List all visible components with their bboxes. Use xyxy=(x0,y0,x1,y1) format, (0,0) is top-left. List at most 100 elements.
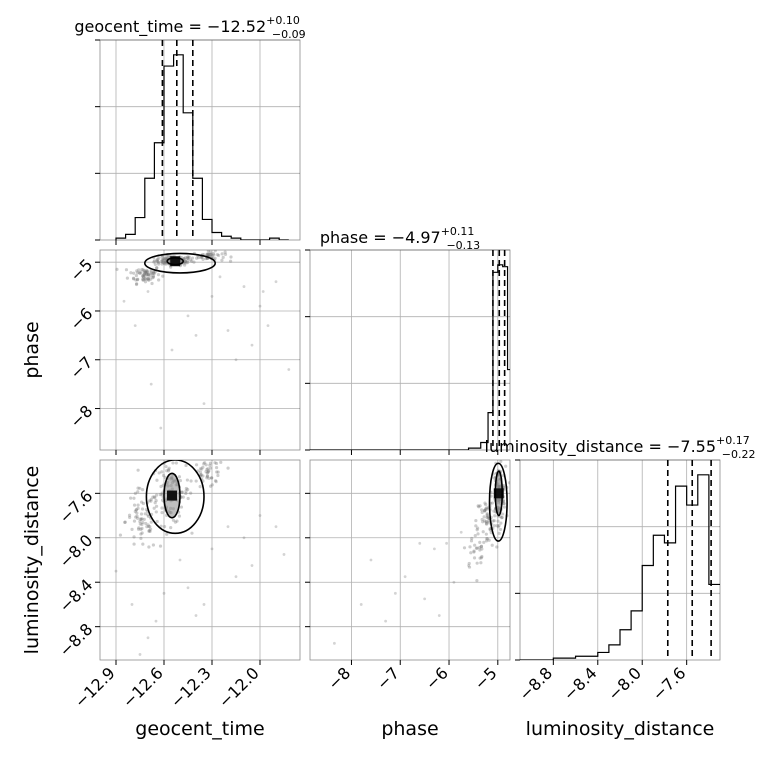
y-tick-label-phase: −7 xyxy=(66,353,96,383)
sample-point xyxy=(142,268,146,273)
sample-point xyxy=(134,274,138,278)
sample-point xyxy=(205,252,210,256)
sample-point xyxy=(144,271,148,275)
sample-point xyxy=(183,260,187,264)
sample-point xyxy=(157,278,161,282)
sample-point xyxy=(151,274,156,278)
sample-point xyxy=(133,509,137,514)
sample-point xyxy=(217,460,218,461)
sample-point xyxy=(155,258,159,262)
sample-point xyxy=(136,503,140,507)
sample-point xyxy=(184,463,188,468)
sample-point xyxy=(181,495,185,499)
sample-point xyxy=(403,575,407,579)
sample-point xyxy=(136,277,140,281)
sample-point xyxy=(184,491,188,496)
sample-point xyxy=(177,475,182,479)
sample-point xyxy=(115,267,119,271)
sample-point xyxy=(198,467,203,471)
sample-point xyxy=(151,276,155,280)
sample-point xyxy=(161,260,165,265)
sample-point xyxy=(484,507,489,511)
sample-point xyxy=(472,550,476,554)
sample-point xyxy=(486,514,490,518)
sample-point xyxy=(141,275,145,279)
histogram-geocent-time xyxy=(115,54,289,240)
sample-point xyxy=(483,501,487,505)
sample-point xyxy=(497,524,501,528)
titles: geocent_time = −12.52+0.10 −0.09 phase = … xyxy=(74,14,755,461)
sample-point xyxy=(134,508,138,512)
panel-phase xyxy=(305,249,511,455)
sample-point xyxy=(485,512,489,516)
sample-point xyxy=(138,486,142,490)
panel-content xyxy=(115,40,289,240)
sample-point xyxy=(184,486,188,491)
sample-point xyxy=(209,252,213,256)
contour xyxy=(488,462,508,542)
sample-point xyxy=(136,527,141,531)
sample-point xyxy=(143,274,147,278)
sample-point xyxy=(189,479,193,483)
sample-point xyxy=(148,524,152,529)
sample-point xyxy=(153,496,157,500)
sample-point xyxy=(210,547,214,551)
sample-point xyxy=(215,470,219,474)
sample-point xyxy=(205,471,209,475)
x-tick-label-geocent-time: −12.3 xyxy=(167,663,215,711)
y-tick-label-luminosity-distance: −8.8 xyxy=(55,620,96,661)
sample-point xyxy=(152,260,156,264)
sample-point xyxy=(477,505,481,509)
sample-point xyxy=(474,546,479,550)
sample-point xyxy=(178,558,182,562)
sample-point xyxy=(160,493,164,497)
sample-point xyxy=(142,272,147,276)
sample-point xyxy=(495,524,499,528)
ylabel-phase: phase xyxy=(21,321,43,378)
xlabel-luminosity-distance: luminosity_distance xyxy=(526,718,715,740)
sample-point xyxy=(156,273,161,277)
sample-point xyxy=(445,541,448,545)
sample-point xyxy=(216,470,220,474)
sample-point xyxy=(162,524,167,529)
sample-point xyxy=(475,578,479,583)
sample-point xyxy=(213,479,218,483)
sample-point xyxy=(467,564,470,567)
sample-point xyxy=(184,259,188,264)
sample-point xyxy=(133,324,137,328)
sample-point xyxy=(475,546,479,550)
sample-point xyxy=(143,270,147,274)
sample-point xyxy=(160,510,164,515)
sample-point xyxy=(228,259,233,263)
sample-point xyxy=(478,504,482,508)
sample-point xyxy=(496,525,500,529)
panel-geocent-time xyxy=(95,39,301,245)
sample-point xyxy=(226,329,230,332)
sample-point xyxy=(132,277,136,281)
sample-point xyxy=(502,502,506,506)
sample-point xyxy=(199,255,203,259)
sample-point xyxy=(199,473,203,477)
sample-point xyxy=(467,561,471,566)
sample-point xyxy=(359,603,363,606)
sample-point xyxy=(144,277,148,281)
panel-content xyxy=(520,460,720,660)
sample-point xyxy=(142,278,146,282)
sample-point xyxy=(160,491,164,495)
sample-point xyxy=(149,270,153,274)
sample-point xyxy=(418,541,422,545)
sample-point xyxy=(156,257,160,261)
sample-point xyxy=(492,524,497,528)
sample-point xyxy=(151,270,156,275)
sample-point xyxy=(223,252,228,256)
sample-point xyxy=(146,523,150,527)
sample-point xyxy=(143,512,147,516)
sample-point xyxy=(139,512,144,516)
sample-point xyxy=(499,521,503,525)
sample-point xyxy=(478,548,482,552)
sample-point xyxy=(223,250,227,254)
histogram-phase xyxy=(310,264,510,450)
sample-point xyxy=(484,502,488,507)
sample-point xyxy=(122,299,126,303)
sample-point xyxy=(179,505,184,509)
